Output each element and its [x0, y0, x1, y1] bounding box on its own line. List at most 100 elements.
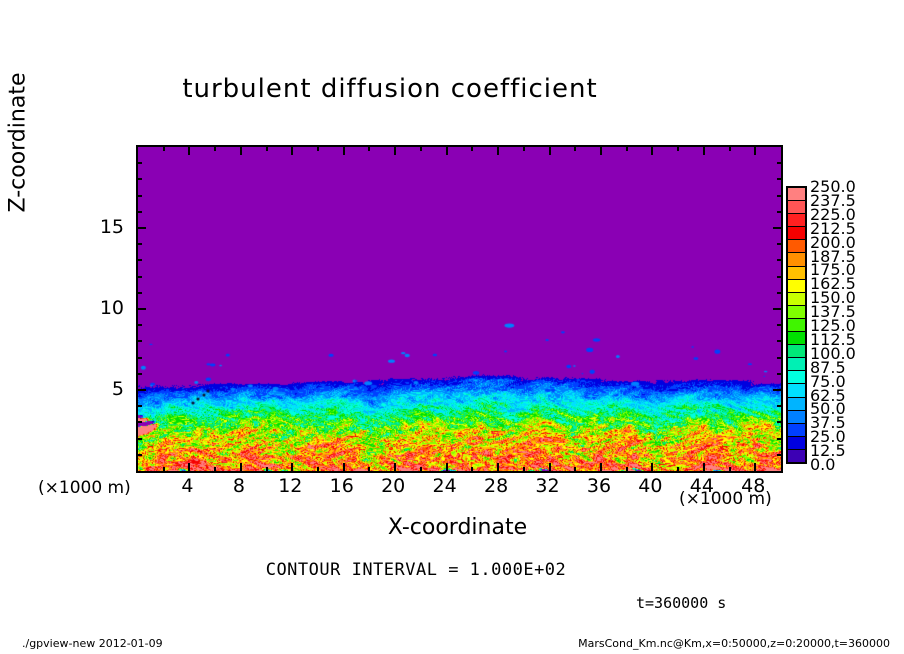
x-axis-tick — [548, 463, 551, 471]
colorbar-swatch — [788, 214, 805, 228]
colorbar-tick-label: 212.5 — [810, 218, 856, 238]
footer-left: ./gpview-new 2012-01-09 — [22, 637, 163, 650]
x-axis-tick — [599, 463, 602, 471]
colorbar-labels: 250.0 237.5 225.0 212.5 200.0 187.5 175.0 162.5… — [810, 179, 890, 474]
colorbar-tick-label: 225.0 — [810, 204, 856, 224]
x-axis-tick — [625, 467, 628, 471]
page-title: turbulent diffusion coefficient — [182, 74, 598, 104]
y-axis-tick — [138, 421, 142, 424]
colorbar-tick-label: 137.5 — [810, 302, 856, 322]
y-axis-tick-right — [773, 389, 781, 391]
y-axis-tick-right — [777, 405, 781, 408]
colorbar-swatch — [788, 410, 805, 424]
y-axis-tick-right — [777, 453, 781, 456]
y-axis-tick-right — [777, 194, 781, 197]
colorbar-swatch — [788, 384, 805, 398]
y-axis-tick — [138, 259, 142, 262]
x-axis-tick-top — [702, 147, 705, 155]
colorbar-tick-label: 37.5 — [810, 413, 846, 433]
y-axis-tick — [138, 356, 142, 359]
y-axis-tick — [138, 178, 142, 181]
y-axis-tick — [138, 162, 142, 165]
x-axis-tick — [317, 467, 320, 471]
x-axis-tick-label: 40 — [638, 475, 663, 497]
colorbar-swatch — [788, 266, 805, 280]
x-axis-tick — [445, 463, 448, 471]
colorbar-tick-label: 125.0 — [810, 316, 856, 335]
y-axis-tick-right — [777, 324, 781, 327]
y-axis-tick — [138, 405, 142, 408]
colorbar-swatch — [788, 240, 805, 254]
y-axis-tick — [138, 194, 142, 197]
x-axis-tick-top — [188, 147, 191, 155]
x-axis-tick-label: 36 — [586, 475, 612, 497]
y-axis-tick — [138, 243, 142, 246]
y-axis-tick — [138, 324, 142, 327]
x-axis-tick — [291, 463, 294, 471]
colorbar-swatch — [788, 332, 805, 346]
colorbar-tick-label: 75.0 — [810, 371, 846, 391]
x-axis-tick — [342, 463, 345, 471]
x-axis-tick-top — [445, 147, 448, 155]
x-axis-tick-top — [497, 147, 500, 155]
colorbar-tick-label: 12.5 — [810, 441, 846, 461]
colorbar-swatch — [788, 397, 805, 411]
y-axis-tick-right — [777, 372, 781, 375]
y-axis-tick-right — [773, 308, 781, 310]
colorbar-swatch — [788, 253, 805, 267]
y-axis-tick — [138, 275, 142, 278]
x-axis-tick-top — [342, 147, 345, 155]
heatmap-canvas — [138, 147, 781, 471]
x-axis-tick-label: 12 — [278, 475, 303, 497]
colorbar-swatch — [788, 358, 805, 372]
x-axis-tick-label: 32 — [535, 475, 560, 497]
x-axis-tick-label: 20 — [381, 475, 406, 497]
colorbar-swatch — [788, 423, 805, 437]
x-axis-tick-label: 44 — [689, 475, 714, 497]
x-axis-tick-top — [599, 147, 602, 155]
x-axis-tick-top — [625, 147, 628, 151]
y-axis-tick-right — [777, 243, 781, 246]
y-axis-tick-right — [777, 356, 781, 359]
y-axis-tick-right — [777, 162, 781, 165]
x-axis-tick-label: 4 — [181, 475, 194, 497]
x-axis-tick-top — [239, 147, 242, 155]
footer-right: MarsCond_Km.nc@Km,x=0:50000,z=0:20000,t=… — [578, 637, 890, 650]
colorbar-tick-label: 87.5 — [810, 357, 846, 377]
colorbar-swatch — [788, 305, 805, 319]
x-axis-tick-top — [419, 147, 422, 151]
x-axis-tick-top — [317, 147, 320, 151]
y-axis-tick-right — [773, 227, 781, 229]
x-axis-tick-top — [162, 147, 165, 151]
x-axis-tick-top — [291, 147, 294, 155]
y-axis-tick — [138, 372, 142, 375]
y-axis-tick — [138, 210, 142, 213]
y-axis-tick — [138, 389, 146, 391]
plot-area — [136, 145, 783, 473]
colorbar-swatch — [788, 345, 805, 359]
y-axis-tick — [138, 308, 146, 310]
colorbar-tick-label: 50.0 — [810, 399, 846, 419]
y-axis-tick — [138, 340, 142, 343]
x-axis-tick-top — [522, 147, 525, 151]
x-axis-tick — [497, 463, 500, 471]
x-axis-tick-top — [574, 147, 577, 151]
x-axis-tick — [188, 463, 191, 471]
y-axis-tick — [138, 437, 142, 440]
colorbar-tick-label: 62.5 — [810, 385, 846, 405]
colorbar-tick-label: 187.5 — [810, 246, 856, 266]
x-axis-tick-top — [214, 147, 217, 151]
colorbar-tick-label: 0.0 — [810, 455, 836, 474]
x-axis-tick-top — [548, 147, 551, 155]
colorbar-swatch — [788, 449, 805, 462]
colorbar-swatch — [788, 227, 805, 241]
x-axis-tick — [651, 463, 654, 471]
x-axis-tick — [214, 467, 217, 471]
x-axis-tick — [162, 467, 165, 471]
colorbar-swatch — [788, 436, 805, 450]
y-axis-tick-right — [777, 291, 781, 294]
colorbar-tick-label: 200.0 — [810, 232, 856, 252]
y-axis-tick — [138, 291, 142, 294]
x-axis-tick — [394, 463, 397, 471]
timestamp-text: t=360000 s — [636, 594, 727, 612]
